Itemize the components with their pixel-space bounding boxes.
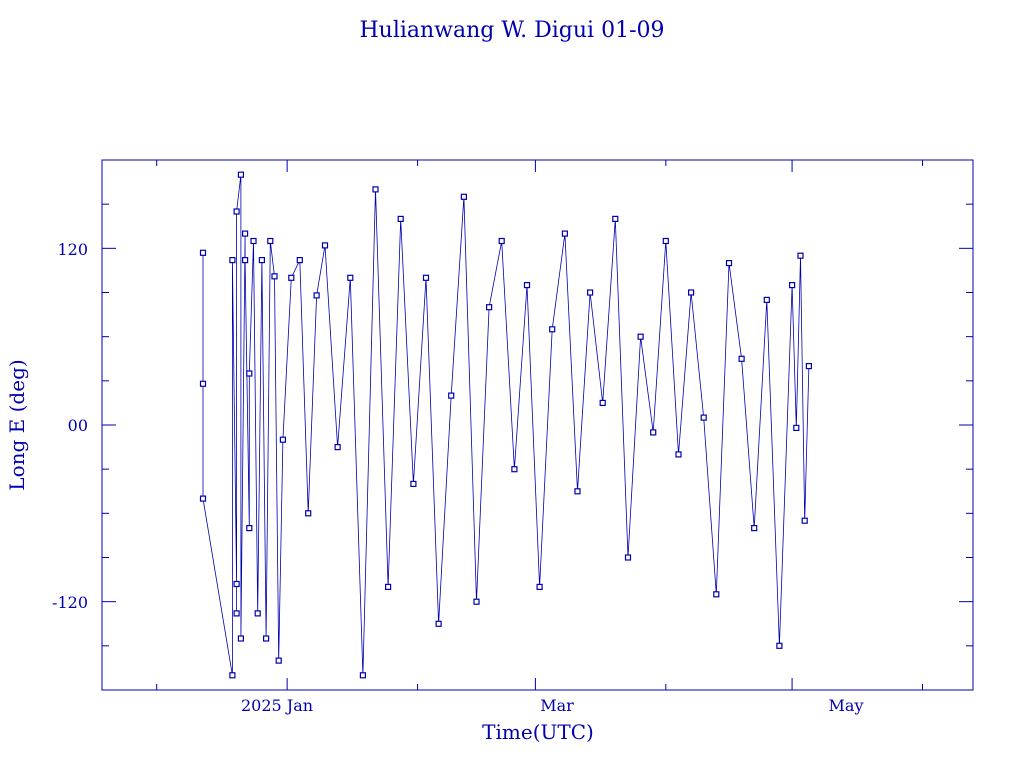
data-point xyxy=(321,242,329,249)
data-point xyxy=(233,580,240,588)
data-point xyxy=(246,370,253,377)
data-point xyxy=(788,282,796,289)
data-point xyxy=(385,583,392,591)
data-point xyxy=(229,672,236,679)
data-point xyxy=(313,292,320,299)
data-point xyxy=(805,363,813,370)
chart-title: Hulianwang W. Digui 01-09 xyxy=(359,18,664,43)
data-point xyxy=(776,642,783,649)
data-point xyxy=(271,273,278,280)
data-point xyxy=(242,257,249,264)
data-point xyxy=(700,414,707,421)
data-point xyxy=(347,274,354,281)
data-point xyxy=(586,289,594,296)
data-point xyxy=(422,274,430,281)
data-point xyxy=(233,610,240,617)
data-point xyxy=(199,495,207,502)
data-point xyxy=(763,296,770,303)
data-point xyxy=(237,635,244,642)
data-point xyxy=(687,289,695,296)
data-point xyxy=(612,215,619,222)
y-axis-label: Long E (deg) xyxy=(5,359,29,490)
data-point xyxy=(536,583,543,591)
data-point xyxy=(624,554,632,561)
x-tick-label: May xyxy=(829,696,864,715)
data-point xyxy=(561,230,569,237)
data-point xyxy=(725,260,733,267)
data-point xyxy=(751,524,758,532)
data-point xyxy=(397,215,404,222)
data-point xyxy=(797,252,804,259)
plot-area xyxy=(199,171,813,679)
data-point xyxy=(229,257,236,264)
data-point xyxy=(435,620,442,627)
data-point xyxy=(250,237,257,245)
data-point xyxy=(267,237,274,245)
data-point xyxy=(549,326,556,333)
data-point xyxy=(650,429,657,436)
data-point xyxy=(662,237,669,245)
data-point xyxy=(523,282,531,289)
data-point xyxy=(675,451,682,458)
data-point xyxy=(473,598,480,605)
data-point xyxy=(511,466,518,473)
data-point xyxy=(801,517,808,524)
data-point xyxy=(448,392,455,399)
data-point xyxy=(334,444,341,451)
data-point xyxy=(410,480,417,487)
y-tick-label: -120 xyxy=(52,593,88,612)
series-line xyxy=(202,174,810,676)
data-point xyxy=(242,230,249,237)
data-point xyxy=(275,657,282,664)
data-point xyxy=(263,635,270,642)
data-point xyxy=(237,171,244,178)
x-axis-label: Time(UTC) xyxy=(482,720,594,744)
data-point xyxy=(574,488,581,495)
data-point xyxy=(498,237,505,245)
data-point xyxy=(288,274,295,281)
axis-ticks xyxy=(102,160,973,690)
data-point xyxy=(233,208,240,215)
data-point xyxy=(254,610,261,617)
data-point xyxy=(460,193,467,200)
data-point xyxy=(246,524,253,532)
data-point xyxy=(738,355,745,362)
data-point xyxy=(258,257,265,264)
y-tick-label: 00 xyxy=(68,416,88,435)
data-point xyxy=(296,257,303,264)
data-point xyxy=(279,436,286,443)
data-point xyxy=(359,672,366,679)
data-point xyxy=(793,424,800,431)
data-point xyxy=(713,591,720,598)
x-tick-label: 2025 Jan xyxy=(241,696,313,715)
data-point xyxy=(599,399,606,406)
data-point xyxy=(199,249,207,256)
y-tick-label: 120 xyxy=(57,240,88,259)
data-point xyxy=(372,186,379,193)
data-point xyxy=(486,304,493,311)
x-tick-label: Mar xyxy=(540,696,574,715)
data-point xyxy=(637,333,644,340)
data-point xyxy=(305,510,312,517)
data-point xyxy=(199,380,207,387)
